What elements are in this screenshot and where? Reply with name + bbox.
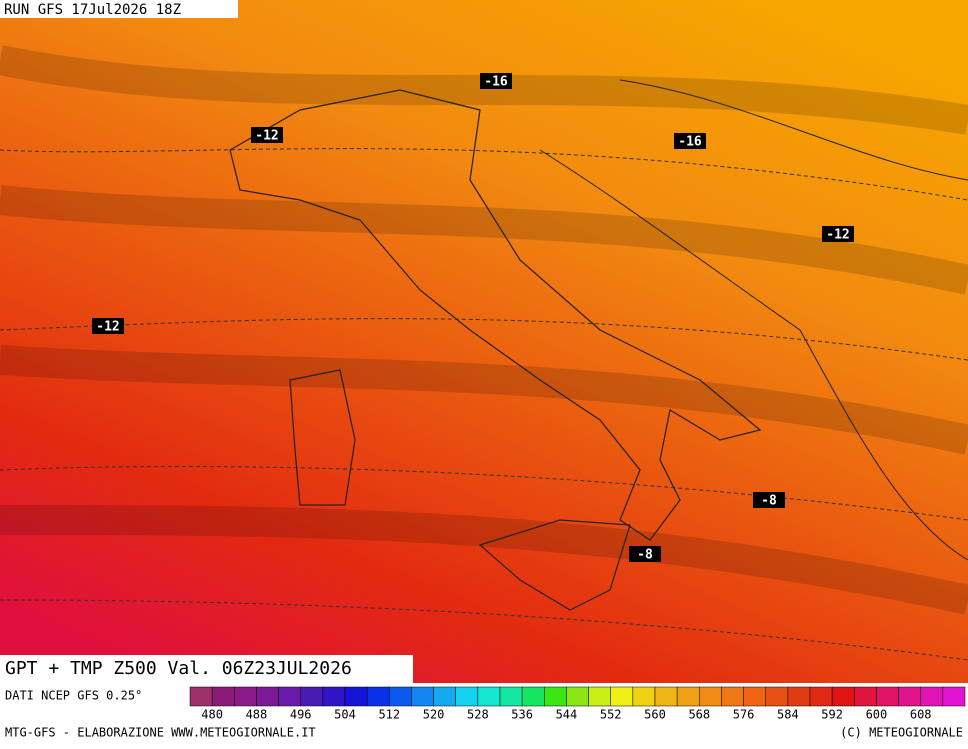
source-label: DATI NCEP GFS 0.25° (5, 689, 142, 703)
colorbar-swatch (455, 686, 479, 707)
contour-label-box (674, 133, 706, 149)
borders (539, 79, 968, 561)
contour-label-box (629, 546, 661, 562)
colorbar-label: 496 (290, 708, 312, 722)
colorbar-label: 600 (866, 708, 888, 722)
title-box (0, 655, 413, 683)
colorbar-swatch (278, 686, 301, 707)
footer-title: GPT + TMP Z500 Val. 06Z23JUL2026 (5, 658, 352, 679)
italy-outline (229, 89, 762, 541)
colorbar-swatch (499, 686, 523, 707)
colorbar-swatch (854, 686, 877, 707)
colorbar-swatch (433, 686, 456, 707)
colorbar-label: 584 (777, 708, 799, 722)
colorbar-label: 512 (378, 708, 400, 722)
colorbar-swatch (411, 686, 434, 707)
colorbar-label: 488 (246, 708, 268, 722)
contour-label: -16 (678, 135, 702, 150)
colorbar-swatch (920, 686, 944, 707)
credit-left: MTG-GFS - ELABORAZIONE WWW.METEOGIORNALE… (5, 726, 316, 740)
colorbar-swatch (477, 686, 501, 707)
colorbar-label: 592 (821, 708, 843, 722)
colorbar-swatch (344, 686, 368, 707)
bands (0, 45, 968, 615)
credit-right: (C) METEOGIORNALE (840, 726, 963, 740)
contour-label-box (480, 73, 512, 89)
colorbar-swatch (588, 686, 611, 707)
contour-label: -12 (255, 129, 278, 144)
header-box (0, 0, 238, 18)
colorbar-swatch (676, 686, 700, 707)
colorbar-swatch (721, 686, 744, 707)
colorbar-swatch (654, 686, 678, 707)
colorbar-swatch (831, 686, 855, 707)
colorbar-label: 520 (423, 708, 445, 722)
colorbar-swatch (610, 686, 634, 707)
colorbar-swatch (898, 686, 921, 707)
contour-label-box (822, 226, 854, 242)
colorbar-swatch (876, 686, 899, 707)
colorbar-swatch (322, 686, 346, 707)
colorbar-label: 608 (910, 708, 932, 722)
colorbar-label: 480 (201, 708, 223, 722)
colorbar-label: 568 (688, 708, 710, 722)
colorbar: 480 488 496 504 512 520 528 536 544 552 560 568 576 5… (189, 686, 966, 722)
colorbar-swatch (300, 686, 324, 707)
contour-label: -8 (637, 548, 653, 563)
contour-label-box (753, 492, 785, 508)
contour-label: -12 (826, 228, 849, 243)
colorbar-label: 528 (467, 708, 489, 722)
colorbar-label: 536 (511, 708, 533, 722)
colorbar-label: 504 (334, 708, 356, 722)
colorbar-swatch (765, 686, 789, 707)
colorbar-swatch (743, 686, 766, 707)
colorbar-label: 576 (733, 708, 755, 722)
colorbar-label: 560 (644, 708, 666, 722)
contour-label: -8 (761, 494, 777, 509)
sicily-outline (478, 519, 631, 611)
contour-label-box (92, 318, 124, 334)
colorbar-swatch (211, 686, 235, 707)
colorbar-label: 544 (556, 708, 578, 722)
colorbar-swatch (809, 686, 833, 707)
contour-label: -16 (484, 75, 508, 90)
contour-labels: -16 -12 -16 -12 -12 -8 -8 (92, 73, 854, 563)
colorbar-label: 552 (600, 708, 622, 722)
colorbar-swatch (189, 686, 213, 707)
colorbar-swatch (256, 686, 279, 707)
colorbar-swatch (366, 686, 390, 707)
run-label: RUN GFS 17Jul2026 18Z (4, 2, 181, 18)
colorbar-swatch (521, 686, 545, 707)
colorbar-swatch (234, 686, 257, 707)
colorbar-swatch (942, 686, 966, 707)
colorbar-swatch (632, 686, 656, 707)
sardinia-outline (289, 369, 356, 506)
contour-label: -12 (96, 320, 119, 335)
colorbar-swatch (566, 686, 589, 707)
colorbar-swatch (389, 686, 412, 707)
contour-label-box (251, 127, 283, 143)
colorbar-swatch (787, 686, 811, 707)
colorbar-swatch (699, 686, 722, 707)
colorbar-swatch (544, 686, 567, 707)
